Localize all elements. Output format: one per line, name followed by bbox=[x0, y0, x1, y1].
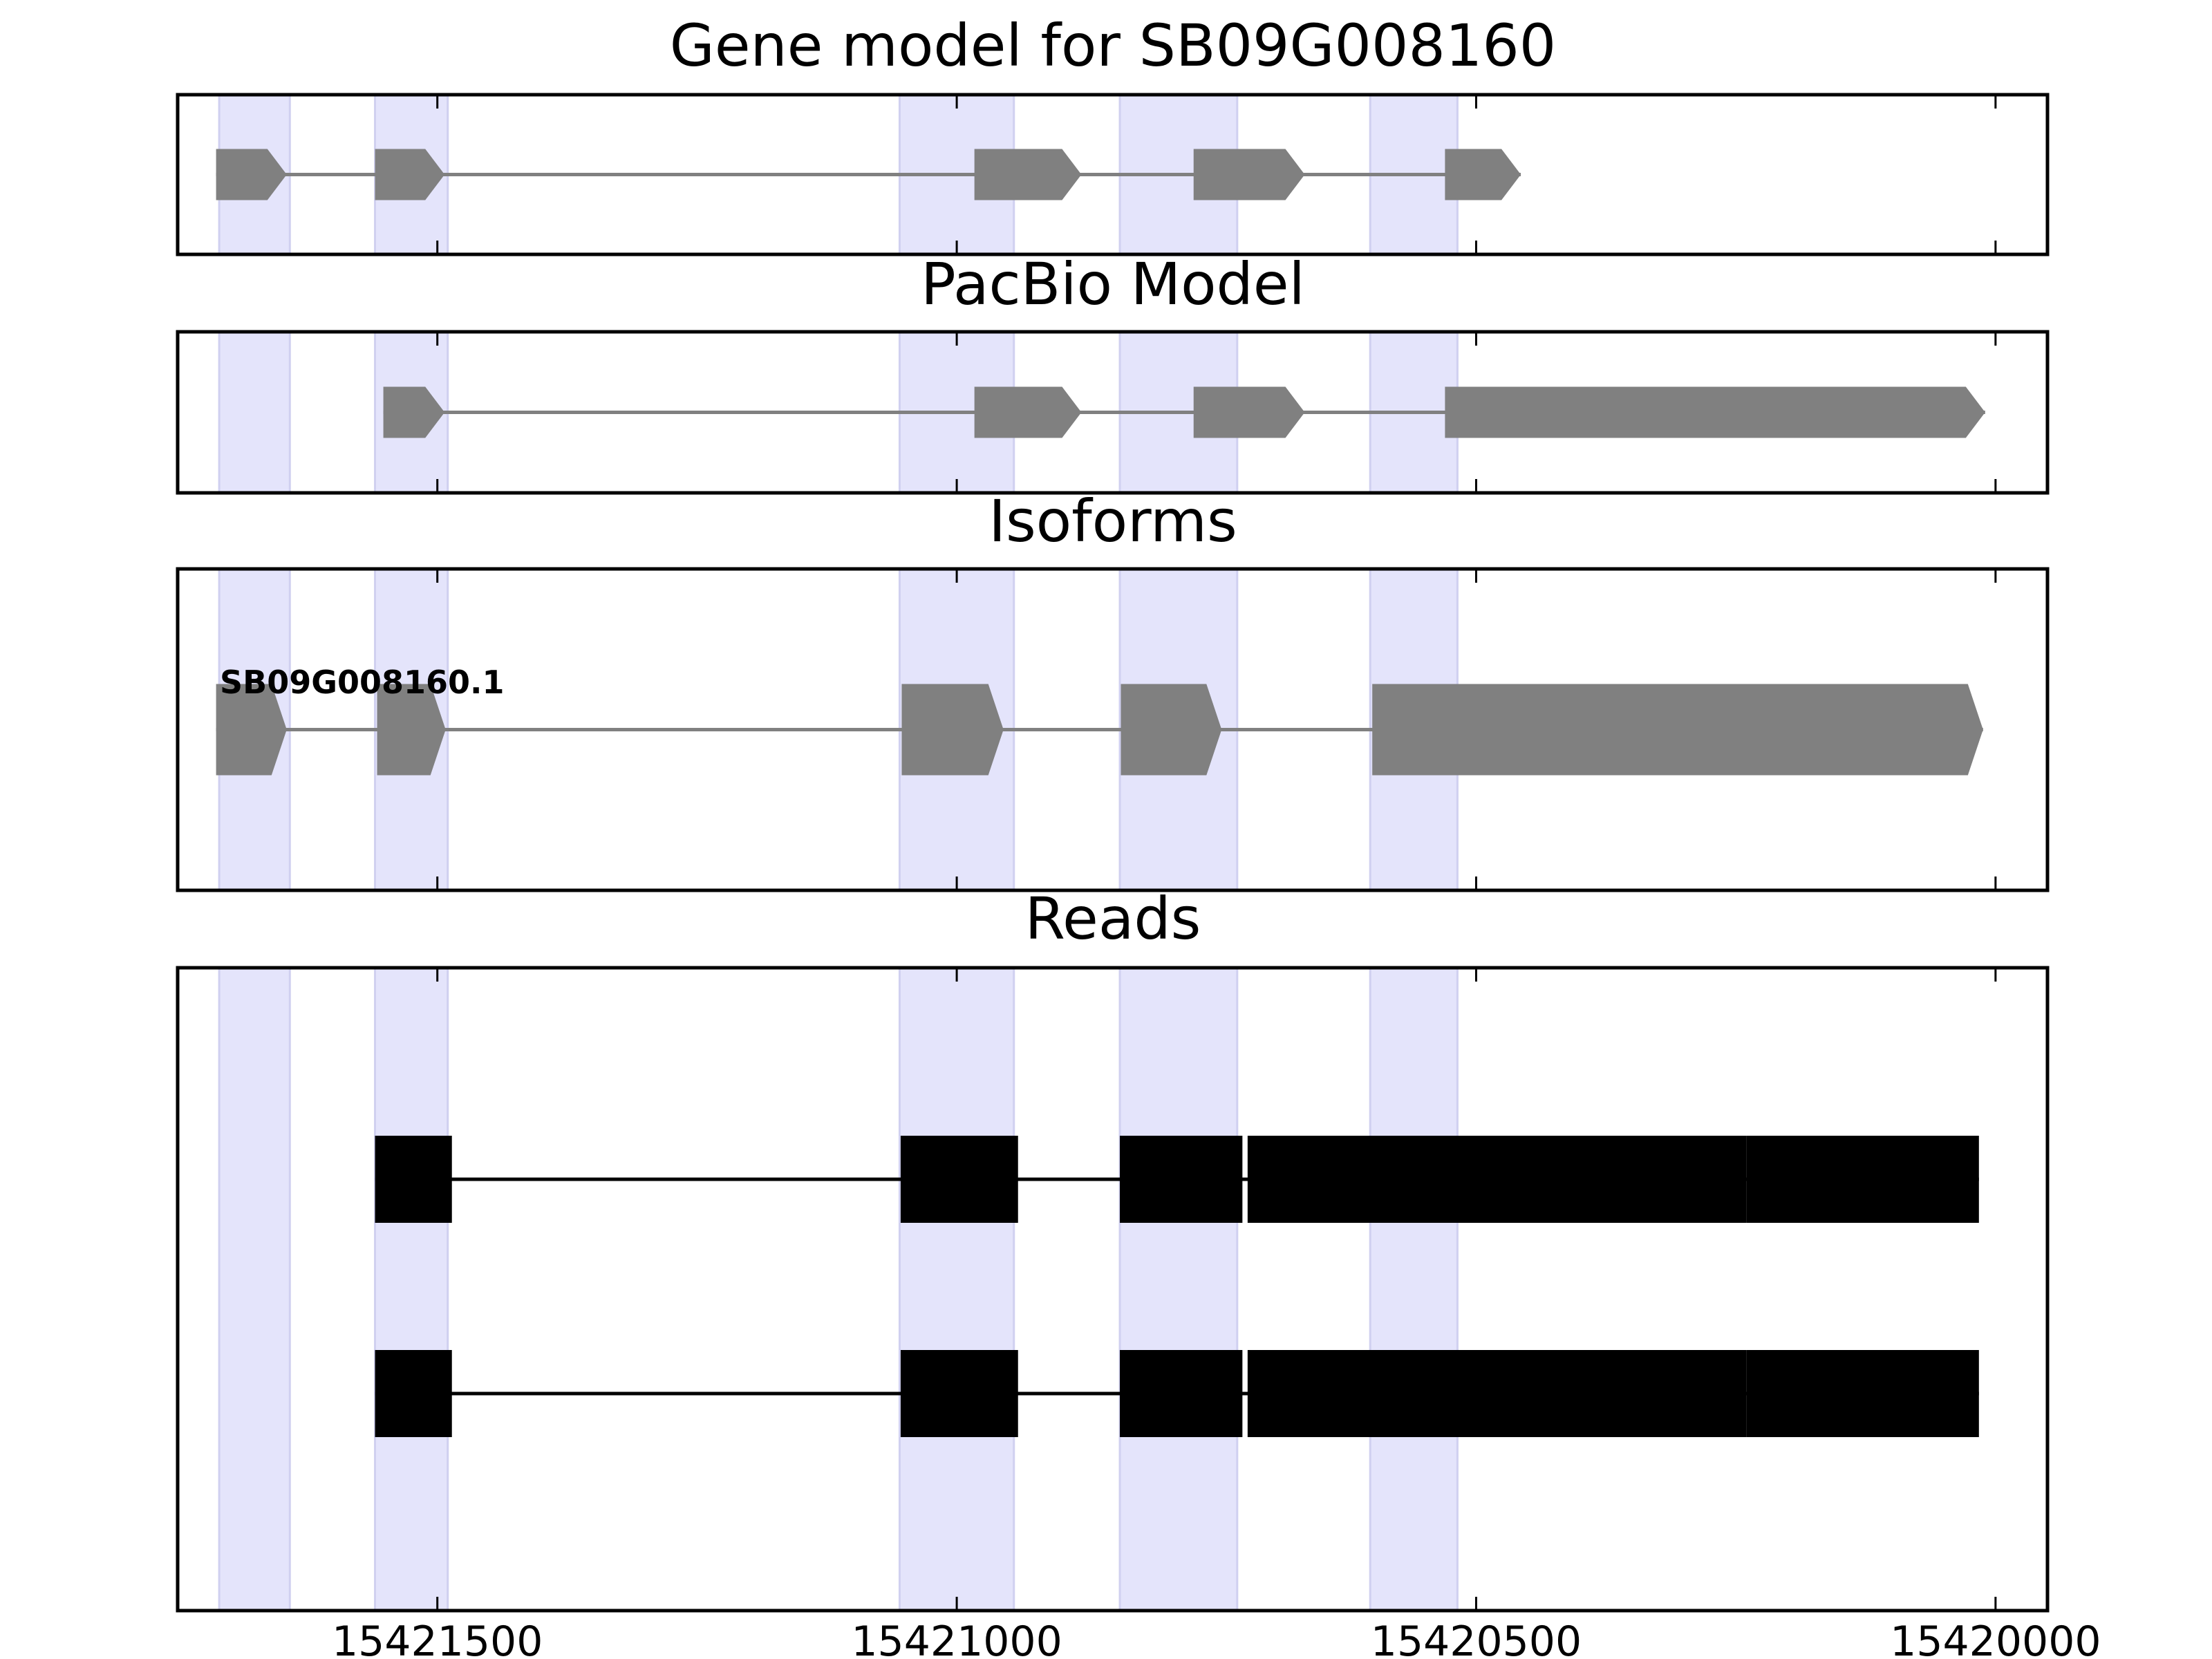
panel-title-reads: Reads bbox=[1025, 885, 1201, 953]
x-tick-label: 15421500 bbox=[332, 1618, 543, 1659]
isoform-label: SB09G008160.1 bbox=[220, 664, 504, 701]
read-block bbox=[375, 1136, 452, 1223]
exon-arrow bbox=[375, 149, 445, 200]
panel-title-gene-model: Gene model for SB09G008160 bbox=[670, 12, 1556, 79]
x-axis: 15421500 15421000 15420500 15420000 bbox=[332, 1618, 2101, 1659]
panel-frame bbox=[176, 330, 2050, 495]
panel-frame bbox=[176, 567, 2050, 892]
highlight-band bbox=[1369, 966, 1459, 1612]
panel-title-pacbio-model: PacBio Model bbox=[921, 250, 1305, 318]
exon-arrow bbox=[383, 386, 445, 438]
exon-arrow bbox=[974, 149, 1082, 200]
highlight-band bbox=[1118, 966, 1239, 1612]
read-block bbox=[900, 1350, 1018, 1437]
read-block bbox=[1746, 1350, 1979, 1437]
reads-panel bbox=[176, 966, 2050, 1613]
exon-arrow bbox=[1445, 386, 1985, 438]
read-block bbox=[1746, 1136, 1979, 1223]
exon-arrow bbox=[901, 684, 1004, 776]
read-block bbox=[1247, 1136, 1747, 1223]
exon-arrow bbox=[216, 149, 287, 200]
panel-frame bbox=[176, 93, 2050, 256]
exon-arrow bbox=[974, 386, 1082, 438]
exon-arrow bbox=[1193, 386, 1305, 438]
highlight-band bbox=[218, 330, 291, 494]
highlight-band bbox=[898, 966, 1015, 1612]
x-tick-label: 15420500 bbox=[1371, 1618, 1582, 1659]
read-block bbox=[1247, 1350, 1747, 1437]
panel-frame bbox=[176, 966, 2050, 1613]
read-block bbox=[900, 1136, 1018, 1223]
isoforms-panel bbox=[176, 567, 2050, 892]
highlight-band bbox=[218, 966, 291, 1612]
x-tick-label: 15421000 bbox=[851, 1618, 1062, 1659]
gene-model-panel bbox=[176, 93, 2050, 256]
exon-arrow bbox=[1193, 149, 1305, 200]
exon-arrow bbox=[1121, 684, 1222, 776]
exon-arrow bbox=[377, 684, 446, 776]
read-block bbox=[1120, 1350, 1243, 1437]
read-block bbox=[375, 1350, 452, 1437]
read-block bbox=[1120, 1136, 1243, 1223]
panel-title-isoforms: Isoforms bbox=[988, 487, 1237, 555]
exon-arrow bbox=[1445, 149, 1521, 200]
highlight-band bbox=[374, 966, 449, 1612]
x-tick-label: 15420000 bbox=[1890, 1618, 2101, 1659]
pacbio-model-panel bbox=[176, 330, 2050, 495]
exon-arrow bbox=[1372, 684, 1983, 776]
exon-arrow bbox=[216, 684, 287, 776]
